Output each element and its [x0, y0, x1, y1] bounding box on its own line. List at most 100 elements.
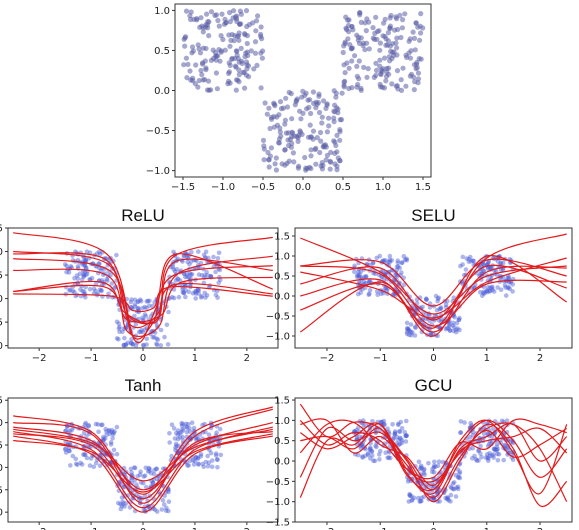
data-point	[100, 422, 105, 427]
data-point	[115, 320, 120, 325]
data-point	[362, 280, 367, 285]
data-point	[227, 10, 232, 15]
data-point	[281, 106, 286, 111]
data-point	[357, 12, 362, 17]
data-point	[222, 17, 227, 22]
data-point	[503, 285, 508, 290]
data-point	[414, 20, 419, 25]
data-point	[80, 289, 85, 294]
x-tick-label: 0.0	[295, 182, 311, 193]
y-tick-label: −1.5	[266, 518, 290, 529]
data-point	[237, 72, 242, 77]
fit-curve	[13, 256, 273, 336]
y-tick-label: −0.5	[266, 312, 290, 323]
data-point	[413, 333, 418, 338]
chart-title: GCU	[415, 376, 453, 395]
data-point	[454, 494, 459, 499]
data-point	[373, 15, 378, 20]
data-point	[69, 264, 74, 269]
data-point	[403, 53, 408, 58]
data-point	[485, 452, 490, 457]
data-point	[88, 287, 93, 292]
data-point	[381, 21, 386, 26]
data-point	[436, 463, 441, 468]
data-point	[259, 36, 264, 41]
data-point	[304, 106, 309, 111]
data-point	[342, 79, 347, 84]
data-point	[418, 24, 423, 29]
y-tick-label: 0.0	[154, 86, 170, 97]
data-point	[189, 9, 194, 14]
chart-title: SELU	[411, 206, 455, 225]
data-point	[430, 470, 435, 475]
data-point	[367, 292, 372, 297]
data-point	[317, 110, 322, 115]
data-point	[184, 56, 189, 61]
data-point	[342, 84, 347, 89]
data-point	[242, 70, 247, 75]
data-point	[162, 335, 167, 340]
data-point	[341, 43, 346, 48]
data-point	[350, 45, 355, 50]
data-point	[166, 490, 171, 495]
data-point	[234, 77, 239, 82]
data-point	[418, 30, 423, 35]
data-point	[510, 282, 515, 287]
data-point	[356, 38, 361, 43]
x-tick-label: 2	[537, 353, 543, 364]
data-point	[334, 164, 339, 169]
data-point	[382, 56, 387, 61]
data-point	[170, 422, 175, 427]
data-point	[263, 100, 268, 105]
data-point	[388, 26, 393, 31]
x-tick-label: −0.5	[251, 182, 275, 193]
data-point	[141, 343, 146, 348]
data-point	[219, 33, 224, 38]
data-point	[316, 92, 321, 97]
data-point	[449, 493, 454, 498]
data-point	[89, 456, 94, 461]
data-point	[296, 166, 301, 171]
data-point	[217, 24, 222, 29]
data-point	[232, 38, 237, 43]
data-point	[308, 123, 313, 128]
data-point	[411, 29, 416, 34]
data-point	[313, 146, 318, 151]
data-point	[176, 433, 181, 438]
fit-curve	[300, 238, 566, 314]
data-point	[309, 134, 314, 139]
data-point	[144, 314, 149, 319]
data-point	[332, 88, 337, 93]
data-point	[228, 63, 233, 68]
data-point	[308, 111, 313, 116]
data-point	[364, 75, 369, 80]
data-point	[272, 103, 277, 108]
x-tick-label: −2	[320, 353, 335, 364]
y-tick-label: 1.5	[274, 232, 290, 243]
data-point	[198, 15, 203, 20]
y-tick-label: 0.0	[274, 292, 290, 303]
data-point	[226, 32, 231, 37]
data-point	[94, 461, 99, 466]
data-point	[184, 424, 189, 429]
data-point	[331, 109, 336, 114]
data-point	[92, 286, 97, 291]
data-point	[277, 140, 282, 145]
data-point	[210, 465, 215, 470]
data-point	[470, 446, 475, 451]
data-point	[201, 25, 206, 30]
data-point	[354, 64, 359, 69]
data-point	[400, 261, 405, 266]
data-point	[364, 28, 369, 33]
data-point	[404, 439, 409, 444]
data-point	[206, 33, 211, 38]
data-point	[219, 12, 224, 17]
data-point	[82, 452, 87, 457]
data-point	[300, 111, 305, 116]
data-point	[70, 428, 75, 433]
fit-curve	[13, 427, 273, 481]
data-point	[408, 493, 413, 498]
x-tick-label: 1	[192, 353, 198, 364]
data-point	[400, 66, 405, 71]
data-point	[337, 127, 342, 132]
